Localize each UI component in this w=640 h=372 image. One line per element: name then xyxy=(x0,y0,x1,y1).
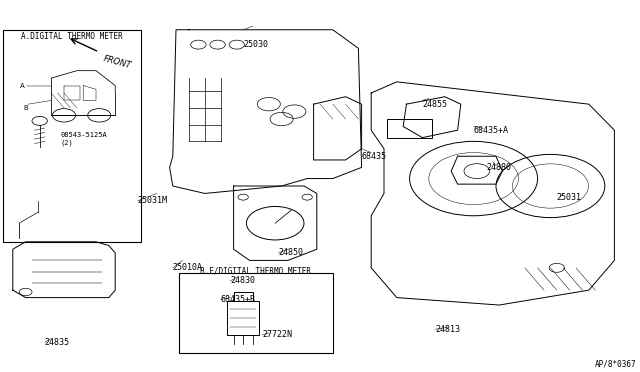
Text: FRONT: FRONT xyxy=(102,54,132,70)
Text: A: A xyxy=(20,83,25,89)
Text: B.F/DIGITAL THERMO METER: B.F/DIGITAL THERMO METER xyxy=(200,266,312,275)
Bar xyxy=(387,119,432,138)
Text: 24813: 24813 xyxy=(435,325,460,334)
Text: 25031M: 25031M xyxy=(138,196,168,205)
Bar xyxy=(227,301,259,335)
Text: 24835: 24835 xyxy=(45,338,70,347)
Text: B: B xyxy=(23,105,28,111)
Text: 68435+B: 68435+B xyxy=(221,295,256,304)
Text: 08543-5125A
(2): 08543-5125A (2) xyxy=(61,132,108,145)
Text: 25030: 25030 xyxy=(243,40,268,49)
Text: 68435: 68435 xyxy=(362,152,387,161)
Text: 25010A: 25010A xyxy=(173,263,203,272)
Text: 24830: 24830 xyxy=(230,276,255,285)
Text: 68435+A: 68435+A xyxy=(474,126,509,135)
Text: 24855: 24855 xyxy=(422,100,447,109)
Text: 24850: 24850 xyxy=(278,248,303,257)
Text: AP/8*0367: AP/8*0367 xyxy=(595,359,637,368)
Text: A.DIGITAL THERMO METER: A.DIGITAL THERMO METER xyxy=(22,32,123,41)
Text: 27722N: 27722N xyxy=(262,330,292,339)
Text: 24880: 24880 xyxy=(486,163,511,172)
Text: 25031: 25031 xyxy=(557,193,582,202)
Bar xyxy=(234,292,253,301)
Bar xyxy=(3,30,141,242)
Bar xyxy=(179,273,333,353)
